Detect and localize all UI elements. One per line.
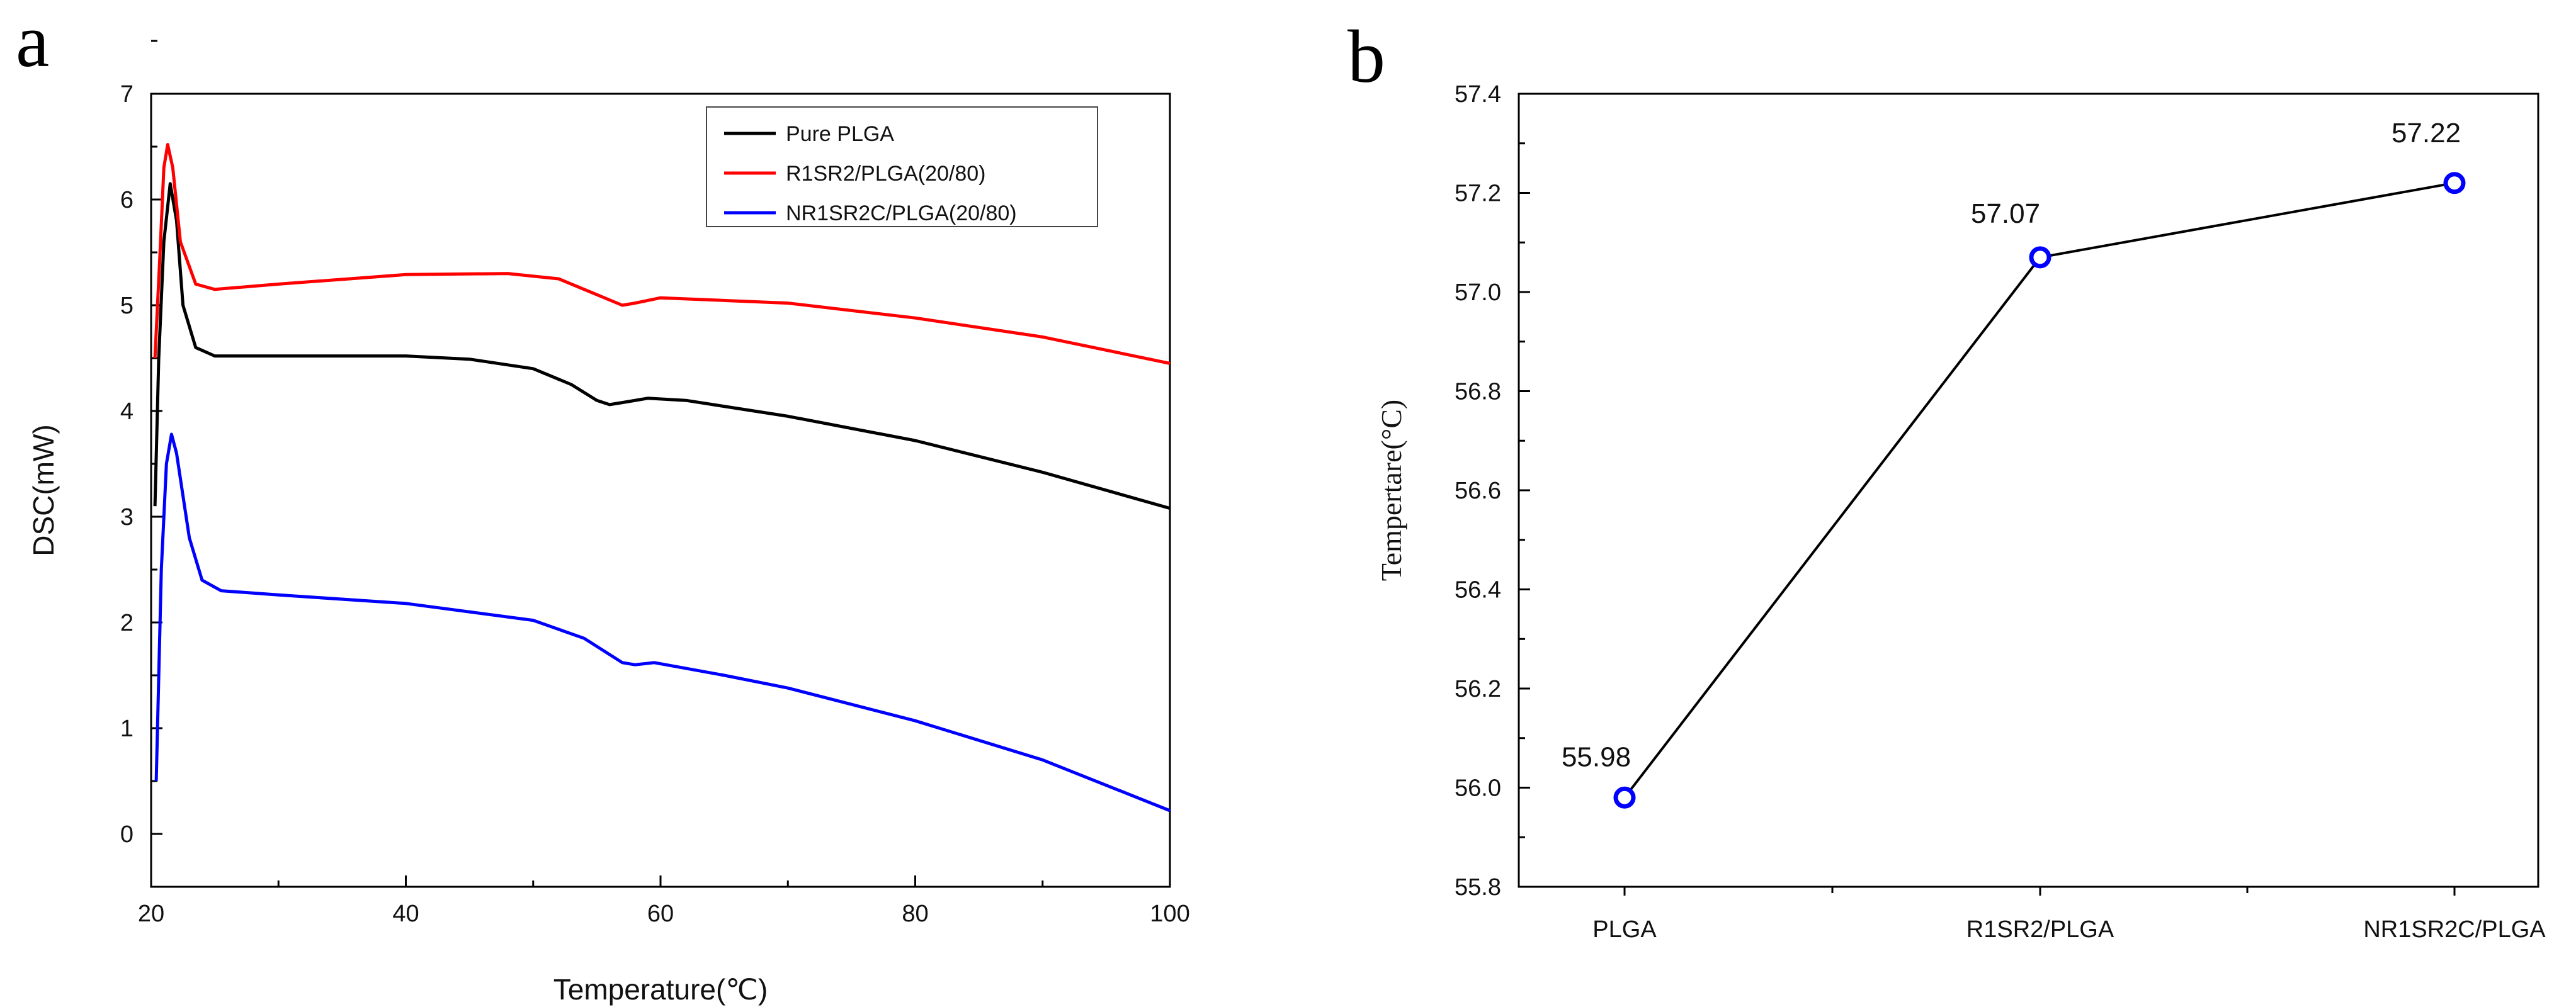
y-tick-label: 4 xyxy=(120,398,133,425)
legend-box xyxy=(706,106,1098,227)
x-category-label: PLGA xyxy=(1592,916,1657,943)
x-tick-label: 80 xyxy=(902,901,928,927)
chart-a-dsc: 20 40 60 80 100 0 1 2 3 4 5 6 7 Pure PLGA R1SR2/PLGA(… xyxy=(27,40,1190,1006)
x-category-label: NR1SR2C/PLGA xyxy=(2363,916,2546,943)
data-point-marker xyxy=(1613,786,1636,809)
y-tick-label: 55.8 xyxy=(1455,874,1501,901)
y-tick-label: 56.8 xyxy=(1455,379,1501,405)
legend: Pure PLGA R1SR2/PLGA(20/80) NR1SR2C/PLGA(2… xyxy=(706,106,1098,227)
legend-label: Pure PLGA xyxy=(786,122,894,146)
y-tick-label: 56.6 xyxy=(1455,478,1501,504)
y-tick-label: 2 xyxy=(120,610,133,636)
data-label: 57.07 xyxy=(1971,198,2040,229)
data-point-marker xyxy=(2029,246,2051,269)
y-tick-label: 57.0 xyxy=(1455,279,1501,306)
x-tick-label: 40 xyxy=(392,901,419,927)
y-tick-label: 57.4 xyxy=(1455,81,1501,108)
y-tick-label: 1 xyxy=(120,716,133,742)
data-point-marker xyxy=(2443,172,2466,194)
y-tick-label: 0 xyxy=(120,821,133,848)
y-tick-label: 7 xyxy=(120,81,133,108)
y-tick-label: 56.0 xyxy=(1455,775,1501,802)
y-tick-label: 56.2 xyxy=(1455,676,1501,702)
y-tick-label: 57.2 xyxy=(1455,181,1501,207)
panel-label-b: b xyxy=(1348,14,1385,98)
series-line-1 xyxy=(153,182,1171,510)
y-tick-label: 6 xyxy=(120,187,133,213)
x-tick-label: 20 xyxy=(138,901,164,927)
x-category-label: R1SR2/PLGA xyxy=(1966,916,2114,943)
x-tick-label: 60 xyxy=(647,901,674,927)
data-label: 55.98 xyxy=(1562,741,1631,772)
data-label: 57.22 xyxy=(2392,118,2461,149)
y-tick-label: 3 xyxy=(120,504,133,531)
series-line-3 xyxy=(154,432,1171,813)
series-line xyxy=(1623,181,2455,799)
series-line-2 xyxy=(153,143,1171,365)
y-axis-label-b: Tempertare(°C) xyxy=(1375,400,1407,581)
panel-label-a: a xyxy=(16,0,49,82)
x-axis-label-a: Temperature(℃) xyxy=(553,973,768,1006)
y-tick-label: 5 xyxy=(120,293,133,319)
y-tick-label: 56.4 xyxy=(1455,577,1501,604)
legend-label: R1SR2/PLGA(20/80) xyxy=(786,162,986,186)
chart-b-temperature: 55.8 56.0 56.2 56.4 56.6 56.8 57.0 57.2 57.4 PLGA… xyxy=(1375,81,2546,943)
y-axis-label-a: DSC(mW) xyxy=(27,424,60,556)
x-tick-label: 100 xyxy=(1150,901,1189,927)
legend-label: NR1SR2C/PLGA(20/80) xyxy=(786,201,1017,225)
